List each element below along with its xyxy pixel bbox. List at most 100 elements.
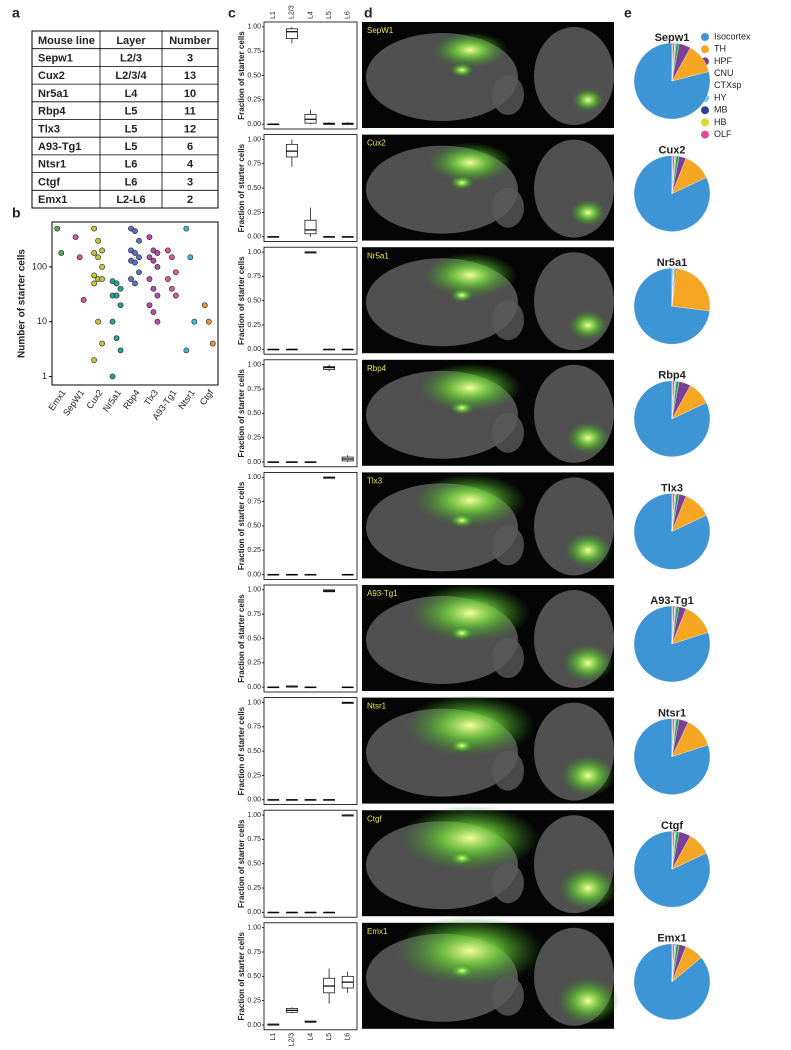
point (72, 234, 79, 240)
labeling-thalamus (450, 63, 474, 77)
point (136, 254, 142, 261)
point (154, 318, 161, 325)
brain-horizontal (534, 139, 614, 238)
legend-label: HPF (714, 56, 733, 66)
legend-label: HB (714, 117, 727, 127)
point (99, 340, 106, 347)
point (146, 276, 153, 282)
labeling-horizontal (570, 199, 606, 227)
table-cell: L2/3/4 (115, 70, 147, 82)
brain-cerebellum (492, 750, 524, 791)
point (136, 237, 142, 244)
table-header: Layer (116, 35, 146, 47)
point (132, 250, 138, 256)
point (136, 269, 142, 276)
pie-slice (671, 943, 673, 982)
y-tick-label: 0.00 (247, 234, 261, 241)
brain-cerebellum (492, 75, 524, 115)
image-label: Nr5a1 (367, 251, 389, 260)
legend-label: Isocortex (714, 31, 751, 41)
x-tick-label: L1 (270, 1033, 277, 1041)
x-tick-label: L2/3 (289, 5, 296, 19)
y-axis-label: Fraction of starter cells (237, 31, 246, 120)
pie-slice (671, 42, 673, 82)
point (146, 302, 153, 309)
pie-slice (671, 493, 673, 532)
image-label: Cux2 (367, 139, 386, 148)
point (150, 309, 157, 315)
point (150, 257, 157, 264)
table-cell: 4 (187, 159, 194, 171)
point (150, 285, 157, 292)
y-tick-label: 1.00 (247, 699, 261, 706)
table-header: Number (169, 35, 211, 47)
y-tick-label: 0.00 (247, 571, 261, 578)
y-axis-label: Fraction of starter cells (237, 481, 246, 570)
labeling-horizontal (562, 643, 614, 683)
y-axis-label: Fraction of starter cells (237, 143, 246, 232)
table-cell: L5 (125, 141, 138, 153)
brain-cerebellum (492, 638, 524, 678)
y-tick-label: 0.50 (247, 861, 261, 868)
labeling-cortex (432, 32, 508, 68)
y-tick-label: 0.50 (247, 523, 261, 530)
pie-title: Tlx3 (661, 482, 683, 494)
y-tick-label: 0.50 (247, 973, 261, 980)
point (76, 254, 83, 261)
point (154, 292, 161, 299)
y-tick-label: 1.00 (247, 362, 261, 369)
table-cell: L5 (125, 106, 138, 118)
y-tick-label: 1.00 (247, 474, 261, 481)
y-tick-label: 0.00 (247, 346, 261, 353)
brain-cerebellum (492, 412, 524, 453)
table-cell: 2 (187, 194, 193, 206)
table-cell: 13 (184, 70, 196, 82)
point (117, 285, 124, 292)
labeling-cortex (409, 584, 531, 642)
point (80, 297, 87, 303)
labeling-cortex (400, 805, 540, 872)
table-cell: Tlx3 (38, 123, 60, 135)
x-tick-label: L5 (326, 1033, 333, 1041)
y-tick-label: 0.50 (247, 185, 261, 192)
x-tick-label: L2/3 (289, 1033, 296, 1047)
y-tick-label: 1.00 (247, 925, 261, 932)
point (117, 302, 124, 309)
plot-frame (263, 809, 358, 918)
labeling-cortex (422, 252, 518, 298)
y-tick-label: 0.75 (247, 48, 261, 55)
y-tick-label: 0.00 (247, 1022, 261, 1029)
brain-horizontal (534, 27, 614, 125)
labeling-thalamus (450, 626, 474, 640)
point (205, 318, 212, 325)
table-cell: L5 (125, 123, 138, 135)
point (109, 373, 116, 380)
point (172, 269, 179, 276)
point (164, 247, 171, 254)
x-tick-label: L4 (307, 11, 314, 19)
brain-cerebellum (492, 863, 524, 904)
point (109, 318, 116, 325)
y-tick-label: 0.50 (247, 72, 261, 79)
y-tick-label: 1.00 (247, 136, 261, 143)
y-tick-label: 0.25 (247, 97, 261, 104)
pie-title: Cux2 (659, 145, 686, 157)
y-tick-label: 100 (32, 261, 47, 271)
table-cell: L4 (125, 88, 139, 100)
plot-frame (51, 221, 219, 386)
labeling-cortex (418, 363, 522, 413)
labeling-horizontal (558, 866, 618, 911)
pie-slice (671, 268, 711, 312)
pie-slice (671, 831, 673, 870)
y-tick-label: 0.00 (247, 684, 261, 691)
legend-swatch (701, 130, 709, 139)
point (58, 250, 65, 256)
point (91, 250, 98, 256)
labeling-horizontal (568, 310, 608, 341)
y-tick-label: 0.75 (247, 273, 261, 280)
point (95, 237, 102, 244)
x-tick-label: Nr5a1 (101, 388, 123, 414)
point (91, 280, 98, 287)
legend-swatch (701, 45, 709, 54)
labeling-thalamus (450, 288, 474, 303)
